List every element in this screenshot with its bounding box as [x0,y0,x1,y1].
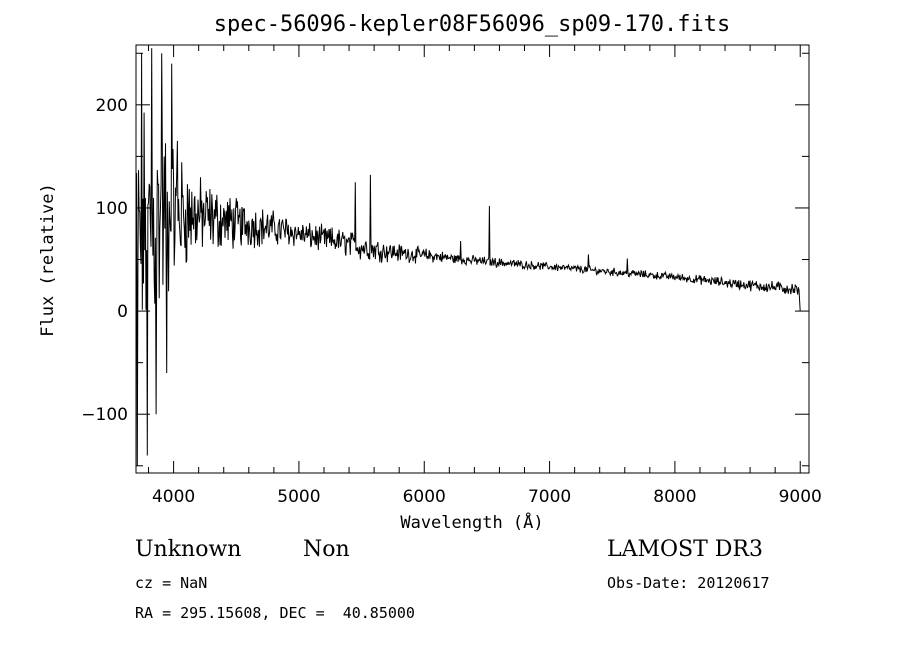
y-tick-label: 0 [117,302,128,322]
y-tick-label: 200 [96,96,128,116]
survey-label: LAMOST DR3 [607,537,763,562]
data-layer [136,48,801,466]
chart-title: spec-56096-kepler08F56096_sp09-170.fits [214,12,731,37]
object-class: Unknown [135,537,242,562]
y-axis-label: Flux (relative) [38,183,58,337]
object-subclass: Non [303,537,350,562]
x-tick-label: 7000 [528,487,571,507]
axis-ticks: 4000 5000 6000 7000 8000 9000 −100 0 100 200 [81,45,822,507]
y-tick-label: 100 [96,199,128,219]
x-tick-label: 5000 [277,487,320,507]
coordinates-readout: RA = 295.15608, DEC = 40.85000 [135,604,415,622]
x-tick-label: 6000 [403,487,446,507]
plot-frame [135,44,810,474]
x-tick-label: 4000 [152,487,195,507]
x-axis-label: Wavelength (Å) [400,511,543,533]
spectrum-line [136,48,801,466]
obs-date-readout: Obs-Date: 20120617 [607,574,770,592]
x-tick-label: 8000 [653,487,696,507]
x-tick-label: 9000 [779,487,822,507]
y-tick-label: −100 [81,405,128,425]
redshift-readout: cz = NaN [135,574,208,592]
